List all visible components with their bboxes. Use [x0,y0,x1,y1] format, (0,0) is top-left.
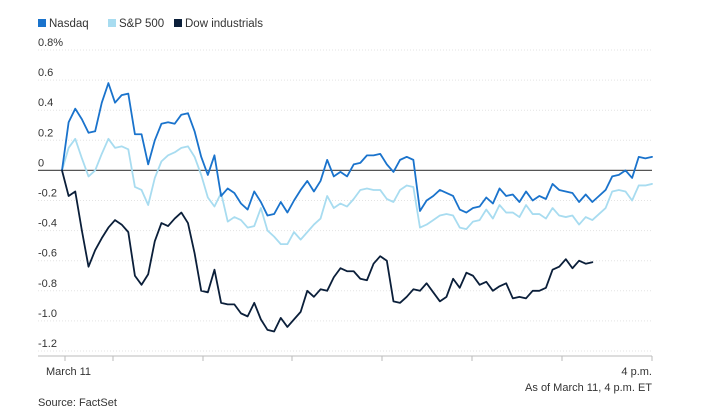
y-tick-label: -1.2 [38,338,57,350]
x-axis [38,355,653,361]
y-axis-tick-labels: 0.8% 0.6 0.4 0.2 0 -0.2 -0.4 -0.6 -0.8 -1.0 -1.2 [38,37,63,350]
y-tick-label: -1.0 [38,308,57,320]
y-tick-label: -0.8 [38,278,57,290]
y-tick-label: 0 [38,157,44,169]
as-of-note: As of March 11, 4 p.m. ET [525,382,652,394]
legend-label-sp500: S&P 500 [119,18,164,30]
y-tick-label: -0.6 [38,248,57,260]
y-tick-label: 0.2 [38,127,53,139]
y-tick-label: -0.2 [38,188,57,200]
series-line-dow [61,169,594,333]
y-tick-label: 0.4 [38,97,53,109]
legend-item-sp500[interactable]: S&P 500 [108,18,164,30]
source-note: Source: FactSet [38,397,117,409]
x-tick-label-start: March 11 [46,366,91,378]
legend-label-nasdaq: Nasdaq [49,18,89,30]
y-tick-label: 0.6 [38,67,53,79]
series-line-nasdaq [61,82,653,217]
legend-label-dow: Dow industrials [185,18,263,30]
legend: Nasdaq S&P 500 Dow industrials [38,18,263,30]
legend-item-dow[interactable]: Dow industrials [174,18,263,30]
legend-swatch-dow [174,19,182,27]
legend-swatch-sp500 [108,19,116,27]
y-tick-label: -0.4 [38,218,57,230]
series-line-sp500 [61,137,653,246]
legend-swatch-nasdaq [38,19,46,27]
legend-item-nasdaq[interactable]: Nasdaq [38,18,89,30]
x-tick-label-end: 4 p.m. [621,366,652,378]
y-tick-label: 0.8% [38,37,63,49]
series-lines [61,82,653,333]
gridlines [38,49,652,352]
